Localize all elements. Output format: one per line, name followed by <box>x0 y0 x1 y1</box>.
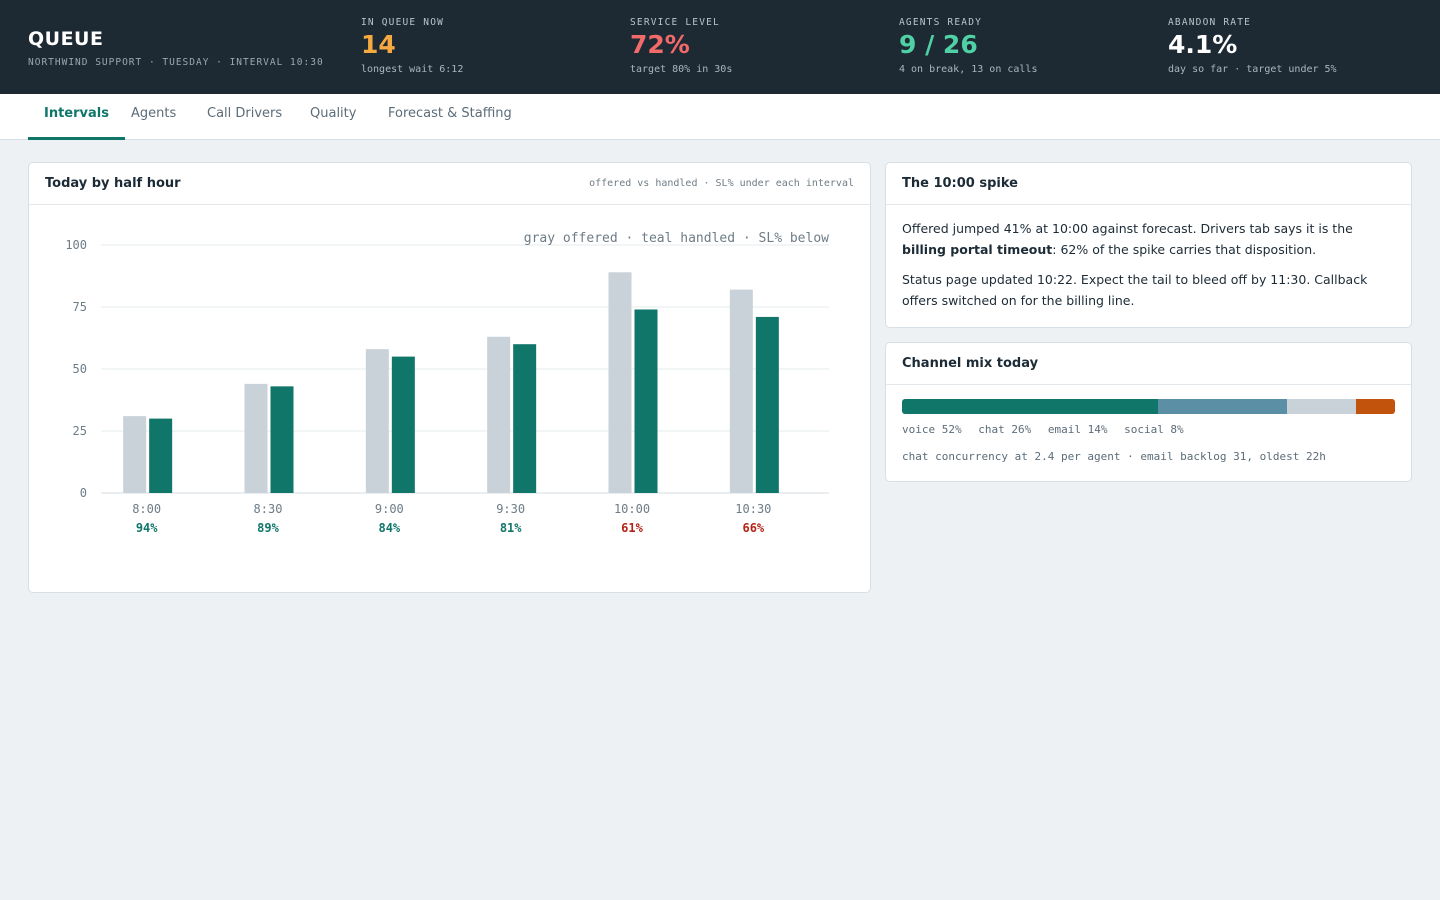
kpi-sub: 4 on break, 13 on calls <box>899 64 1038 75</box>
mix-segment-social <box>1355 399 1395 414</box>
x-tick-label: 8:00 <box>132 502 161 516</box>
status-paragraph: Status page updated 10:22. Expect the ta… <box>902 272 1368 308</box>
kpi-sub: day so far · target under 5% <box>1168 64 1337 75</box>
mix-segment-email <box>1286 399 1356 414</box>
x-tick-label: 10:30 <box>735 502 771 516</box>
kpi-label: IN QUEUE NOW <box>361 17 445 28</box>
sl-label: 61% <box>621 521 643 535</box>
x-tick-label: 9:00 <box>375 502 404 516</box>
kpi-sub: target 80% in 30s <box>630 64 733 75</box>
y-tick-label: 75 <box>73 300 87 314</box>
kpi-value: 72% <box>630 30 690 59</box>
bar-handled <box>391 356 415 493</box>
channel-mix-note: chat concurrency at 2.4 per agent · emai… <box>902 450 1326 463</box>
bar-handled <box>755 316 779 493</box>
bar-handled <box>270 386 294 493</box>
y-tick-label: 0 <box>80 486 87 500</box>
bar-offered <box>729 289 753 493</box>
y-tick-label: 25 <box>73 424 87 438</box>
page-title: QUEUE <box>28 28 104 50</box>
interval-chart-card: Today by half hour offered vs handled · … <box>28 162 871 593</box>
y-tick-label: 50 <box>73 362 87 376</box>
card-title: Channel mix today <box>902 356 1039 371</box>
kpi-value: 14 <box>361 30 396 59</box>
x-tick-label: 9:30 <box>496 502 525 516</box>
mix-segment-voice <box>902 399 1159 414</box>
mix-legend-voice: voice 52% <box>902 423 962 436</box>
y-tick-label: 100 <box>65 238 87 252</box>
kpi-label: AGENTS READY <box>899 17 983 28</box>
sl-label: 84% <box>378 521 400 535</box>
spike-text: : 62% of the spike carries that disposit… <box>1052 242 1317 257</box>
card-header: Channel mix today <box>886 343 1411 385</box>
kpi-abandon-rate: ABANDON RATE 4.1% day so far · target un… <box>1168 16 1337 75</box>
bar-offered <box>244 383 268 493</box>
kpi-service-level: SERVICE LEVEL 72% target 80% in 30s <box>630 16 732 75</box>
brand-block: QUEUE NORTHWIND SUPPORT · TUESDAY · INTE… <box>28 28 324 68</box>
tab-quality[interactable]: Quality <box>310 106 357 121</box>
bar-offered <box>123 416 147 493</box>
bar-handled <box>634 309 658 493</box>
mix-legend-social: social 8% <box>1124 423 1184 436</box>
spike-highlight: billing portal timeout <box>902 242 1053 257</box>
mix-segment-chat <box>1158 399 1287 414</box>
sl-label: 66% <box>742 521 764 535</box>
channel-mix-legend: voice 52% chat 26% email 14% social 8% <box>902 423 1194 436</box>
x-tick-label: 8:30 <box>254 502 283 516</box>
tab-call-drivers[interactable]: Call Drivers <box>207 106 283 121</box>
kpi-value: 9 / 26 <box>899 30 978 59</box>
card-title: Today by half hour <box>45 176 181 191</box>
bar-offered <box>608 272 632 493</box>
tab-agents[interactable]: Agents <box>131 106 177 121</box>
kpi-agents-ready: AGENTS READY 9 / 26 4 on break, 13 on ca… <box>899 16 1037 75</box>
tab-forecast-staffing[interactable]: Forecast & Staffing <box>388 106 512 121</box>
bar-offered <box>365 349 389 493</box>
kpi-sub: longest wait 6:12 <box>361 64 464 75</box>
chart-legend-annotation: gray offered · teal handled · SL% below <box>524 231 829 246</box>
mix-legend-chat: chat 26% <box>978 423 1032 436</box>
card-title: The 10:00 spike <box>902 176 1018 191</box>
mix-legend-email: email 14% <box>1047 423 1108 436</box>
spike-text: Offered jumped 41% at 10:00 against fore… <box>902 221 1353 236</box>
bar-handled <box>149 418 173 493</box>
channel-mix-card: Channel mix today voice 52% chat 26% ema… <box>885 342 1412 482</box>
top-bar: QUEUE NORTHWIND SUPPORT · TUESDAY · INTE… <box>0 0 1440 94</box>
card-header: Today by half hour offered vs handled · … <box>29 163 870 205</box>
tab-bar: Intervals Agents Call Drivers Quality Fo… <box>0 94 1440 140</box>
sl-label: 94% <box>136 521 158 535</box>
interval-bar-chart: 0 25 50 75 100 8:00 94% 8:30 89% 9:00 84% 9:30 81% 10… <box>65 231 829 535</box>
tab-intervals[interactable]: Intervals <box>28 94 125 140</box>
spike-note-card: The 10:00 spike Offered jumped 41% at 10… <box>885 162 1412 328</box>
sl-label: 89% <box>257 521 279 535</box>
kpi-label: ABANDON RATE <box>1168 17 1252 28</box>
sl-label: 81% <box>500 521 522 535</box>
bar-offered <box>487 336 511 493</box>
bar-handled <box>513 344 537 493</box>
spike-paragraph: Offered jumped 41% at 10:00 against fore… <box>902 218 1395 260</box>
kpi-value: 4.1% <box>1168 30 1238 59</box>
card-note: offered vs handled · SL% under each inte… <box>589 178 854 189</box>
kpi-label: SERVICE LEVEL <box>630 17 720 28</box>
card-header: The 10:00 spike <box>886 163 1411 205</box>
x-tick-label: 10:00 <box>614 502 650 516</box>
page-subtitle: NORTHWIND SUPPORT · TUESDAY · INTERVAL 1… <box>28 57 324 68</box>
spike-note-body: Offered jumped 41% at 10:00 against fore… <box>886 205 1411 324</box>
channel-mix-bar <box>902 399 1395 414</box>
kpi-in-queue: IN QUEUE NOW 14 longest wait 6:12 <box>361 16 463 75</box>
